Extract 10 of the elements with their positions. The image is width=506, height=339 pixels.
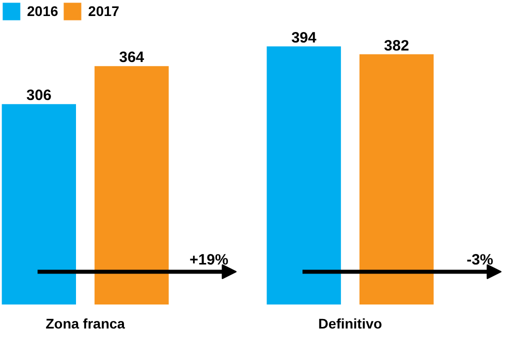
data-label: 394 bbox=[291, 29, 318, 46]
x-tick-label: Zona franca bbox=[46, 316, 126, 332]
data-label: 382 bbox=[384, 37, 410, 54]
annotation: -3% bbox=[466, 252, 494, 269]
legend-label: 2016 bbox=[27, 3, 58, 19]
annotation: +19% bbox=[190, 252, 228, 269]
legend-label: 2017 bbox=[88, 3, 120, 19]
data-label: 306 bbox=[26, 87, 52, 104]
x-tick-label: Definitivo bbox=[318, 316, 382, 332]
data-label: 364 bbox=[119, 49, 145, 66]
